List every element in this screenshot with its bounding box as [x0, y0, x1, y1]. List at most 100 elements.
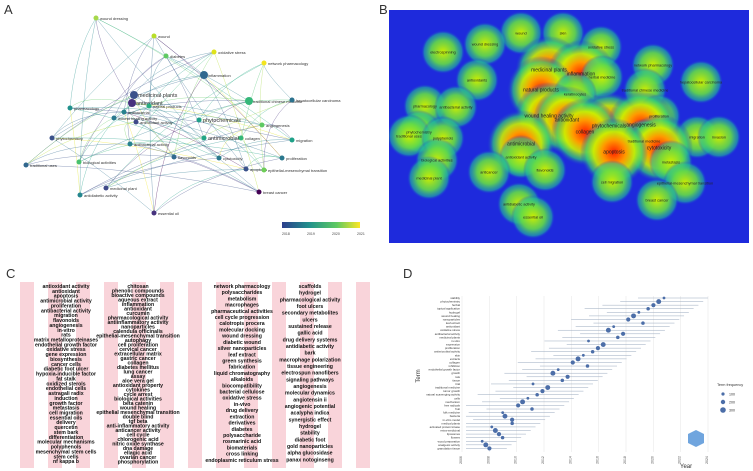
stream-term: network pharmacology [214, 284, 271, 290]
stream-term: gold nanoparticles [287, 444, 333, 450]
network-link [198, 62, 265, 121]
stream-term: anti-inflammatory activity [107, 424, 170, 430]
stream-term: hypoxia-inducible factor [36, 372, 96, 378]
x-tick-label: 2006 [459, 456, 463, 464]
network-link [165, 55, 205, 139]
term-label: nanoparticles [443, 317, 461, 321]
stream-term: phenolic compounds [112, 289, 164, 295]
network-node-label: medicinal plant [110, 186, 138, 191]
panel-d-timeline: Term Year 2006 2008 2010 2012 2014 2016 2018 2020… [412, 266, 753, 471]
network-link [263, 99, 293, 171]
stream-term: gallic acid [297, 331, 322, 337]
stream-term: antibacterial activity [41, 308, 91, 314]
network-node-label: breast cancer [263, 190, 288, 195]
stream-term: chlorogenic acid [117, 437, 158, 443]
network-node-label: traditional uses [30, 163, 57, 168]
stream-term: cell cycle progression [215, 315, 270, 321]
stream-term: signaling pathways [286, 377, 334, 383]
stream-term: antioxidant [52, 289, 80, 295]
network-link [69, 107, 220, 159]
network-node-label: antimicrobial [208, 136, 239, 142]
network-node [23, 162, 29, 168]
stream-term: cell proliferation [118, 343, 158, 349]
term-peak-dot [600, 342, 606, 348]
stream-term: angiogenesis [293, 384, 326, 390]
network-link [123, 35, 155, 113]
network-link [135, 121, 260, 193]
network-link [198, 119, 265, 171]
panel-d-label: D [403, 266, 413, 281]
term-peak-dot [590, 349, 595, 354]
density-label: cytotoxicity [647, 146, 672, 152]
term-peak-dot [631, 313, 636, 319]
network-node [243, 166, 249, 172]
stream-term: ovarian cancer [120, 455, 157, 461]
stream-term: curcumin [126, 311, 149, 317]
year-band [76, 282, 90, 468]
network-link [78, 100, 250, 163]
stream-term: molecular dynamics [285, 391, 335, 397]
year-scale-tick: 2018 [282, 232, 290, 236]
stream-term: stem cells [53, 454, 78, 460]
network-node [196, 117, 202, 123]
network-node-label: cytotoxicity [223, 156, 243, 161]
stream-term: cell migration [49, 410, 83, 416]
network-node-label: angiogenesis [266, 123, 290, 128]
network-link [51, 74, 205, 139]
year-scale-bar [282, 222, 360, 228]
network-node [77, 192, 83, 198]
stream-term: nf kappa b [53, 459, 79, 465]
network-link [263, 62, 293, 101]
panel-c-bands [20, 282, 370, 468]
density-label: natural products [523, 88, 559, 94]
panel-c-col1: antioxidant activityantioxidantapoptosis… [34, 284, 98, 465]
network-link [69, 17, 97, 109]
term-label: extra-medicinal [440, 429, 460, 433]
stream-term: epithelial-mesenchymal transition [96, 334, 180, 340]
stream-term: bacterial cellulose [220, 390, 265, 396]
density-label: polyphenols [433, 137, 453, 141]
stream-term: cervical cancer [119, 347, 157, 353]
stream-term: angiotensin ii [293, 397, 327, 403]
network-node [121, 109, 127, 115]
term-peak-dot [501, 411, 505, 415]
stream-term: differentiation [49, 435, 84, 441]
stream-term: nanoparticles [121, 325, 155, 331]
density-blob [523, 148, 567, 192]
network-link [79, 124, 263, 196]
term-label: proliferation [445, 346, 460, 350]
stream-term: cross linking [226, 452, 258, 458]
stream-term: phosphorylation [118, 460, 159, 466]
density-label: traditional chinese medicine [622, 89, 669, 93]
stream-term: angiogenic potential [285, 404, 336, 410]
density-label: flavonoids [536, 169, 553, 173]
year-band [216, 282, 230, 468]
term-peak-dot [556, 368, 560, 372]
network-node-label: collagen [245, 136, 260, 141]
stream-term: endoplasmic reticulum stress [205, 458, 278, 464]
term-label: traditional medicine [435, 386, 460, 390]
density-blob [679, 60, 723, 104]
stream-term: biomaterials [227, 445, 258, 451]
term-peak-dot [496, 431, 502, 437]
term-label: collagen [449, 360, 460, 364]
network-node [130, 91, 138, 99]
term-label: skin [455, 353, 461, 357]
network-node-label: proliferation [286, 156, 307, 161]
stream-term: antioxidant activity [43, 284, 90, 290]
density-blob [407, 156, 451, 200]
term-peak-dot [487, 446, 492, 451]
density-label: breast cancer [645, 199, 669, 203]
stream-term: gastric cancer [120, 356, 155, 362]
network-link [25, 94, 135, 166]
network-link [218, 139, 293, 159]
network-link [203, 74, 247, 170]
x-axis-title: Year [680, 464, 692, 470]
density-label: herbal medicine [589, 76, 616, 80]
network-node [261, 60, 267, 66]
stream-term: liquid chromatography [214, 371, 270, 377]
y-axis-title: Term [416, 369, 422, 382]
density-label: cell migration [601, 181, 623, 185]
stream-term: leaf extract [228, 352, 256, 358]
year-band [20, 282, 34, 468]
